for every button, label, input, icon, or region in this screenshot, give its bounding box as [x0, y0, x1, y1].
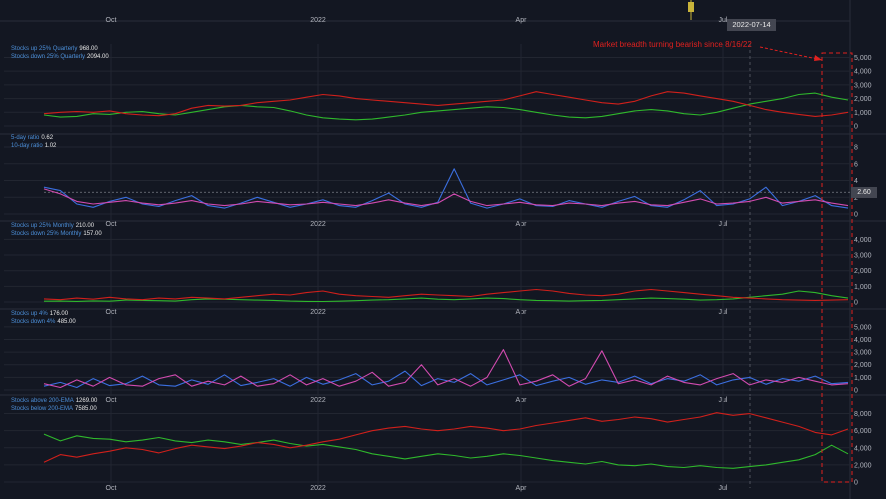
legend-value: 176.00 — [49, 311, 69, 317]
legend-label: Stocks down 4% — [11, 318, 56, 325]
y-tick-label: 2,000 — [854, 96, 872, 103]
series-line — [43, 412, 849, 463]
y-tick-label: 0 — [854, 124, 858, 131]
legend-label: Stocks up 25% Quarterly — [11, 46, 78, 52]
y-tick-label: 6,000 — [854, 428, 872, 435]
legend-value: 485.00 — [57, 318, 76, 325]
legend-label: Stocks down 25% Quarterly — [11, 53, 86, 60]
legend-value: 1269.00 — [75, 398, 98, 404]
series-line — [43, 288, 849, 301]
legend-value: 1.02 — [44, 142, 57, 149]
x-tick-label: Oct — [106, 485, 117, 492]
y-tick-label: 1,000 — [854, 375, 872, 382]
y-tick-label: 5,000 — [854, 324, 872, 331]
series-line — [43, 168, 849, 209]
y-tick-label: 0 — [854, 480, 858, 487]
y-tick-label: 2,000 — [854, 462, 872, 469]
annotation-arrow — [759, 46, 823, 61]
legend-label: Stocks down 25% Monthly — [11, 230, 82, 237]
x-tick-label: Oct — [106, 17, 117, 24]
x-tick-label: Jul — [719, 485, 728, 492]
series-line — [43, 349, 849, 389]
legend-ema: Stocks above 200-EMA 1269.00 Stocks below… — [11, 398, 97, 413]
legend-four-percent: Stocks up 4% 176.00 Stocks down 4% 485.00 — [11, 311, 76, 326]
y-tick-label: 4,000 — [854, 237, 872, 244]
y-tick-label: 3,000 — [854, 350, 872, 357]
series-line — [43, 370, 849, 389]
legend-quarterly: Stocks up 25% Quarterly 968.00 Stocks dow… — [11, 46, 109, 61]
y-tick-label: 1,000 — [854, 284, 872, 291]
legend-label: 5-day ratio — [11, 135, 40, 141]
y-tick-label: 0 — [854, 388, 858, 395]
x-tick-label: Apr — [516, 485, 528, 492]
legend-value: 157.00 — [83, 230, 102, 237]
y-tick-label: 4,000 — [854, 337, 872, 344]
annotation-text: Market breadth turning bearish since 8/1… — [593, 40, 752, 49]
legend-label: Stocks up 4% — [11, 311, 48, 317]
y-tick-label: 3,000 — [854, 253, 872, 260]
annotation-arrowhead — [814, 55, 822, 61]
legend-value: 7585.00 — [75, 405, 97, 412]
y-tick-label: 8 — [854, 145, 858, 152]
legend-label: 10-day ratio — [11, 142, 43, 149]
x-tick-label: 2022 — [310, 17, 326, 24]
y-tick-label: 5,000 — [854, 55, 872, 62]
y-tick-label: 0 — [854, 300, 858, 307]
legend-value: 0.62 — [41, 135, 54, 141]
y-tick-label: 1,000 — [854, 110, 872, 117]
legend-value: 968.00 — [79, 46, 98, 52]
x-tick-label: Apr — [516, 17, 528, 24]
y-tick-label: 0 — [854, 212, 858, 219]
legend-label: Stocks below 200-EMA — [11, 405, 74, 412]
y-tick-label: 4,000 — [854, 445, 872, 452]
last-value-tag: 2.60 — [851, 187, 877, 198]
x-tick-label: Jul — [719, 17, 728, 24]
legend-monthly: Stocks up 25% Monthly 210.00 Stocks down … — [11, 223, 102, 238]
y-tick-label: 6 — [854, 161, 858, 168]
legend-label: Stocks above 200-EMA — [11, 398, 74, 404]
y-tick-label: 4 — [854, 178, 858, 185]
series-line — [43, 433, 849, 469]
legend-value: 210.00 — [75, 223, 95, 229]
y-tick-label: 2,000 — [854, 268, 872, 275]
y-tick-label: 2,000 — [854, 362, 872, 369]
y-tick-label: 3,000 — [854, 82, 872, 89]
legend-value: 2094.00 — [87, 53, 109, 60]
y-tick-label: 4,000 — [854, 69, 872, 76]
series-line — [43, 188, 849, 207]
candle-body — [688, 2, 694, 12]
x-tick-label: 2022 — [310, 485, 326, 492]
series-line — [43, 91, 849, 117]
legend-ratio: 5-day ratio 0.62 10-day ratio 1.02 — [11, 135, 56, 150]
crosshair-date-label: 2022-07-14 — [727, 19, 776, 31]
series-line — [43, 290, 849, 303]
annotation-box — [821, 52, 853, 483]
series-line — [43, 92, 849, 121]
y-tick-label: 8,000 — [854, 411, 872, 418]
y-tick-label: 2 — [854, 195, 858, 202]
legend-label: Stocks up 25% Monthly — [11, 223, 74, 229]
